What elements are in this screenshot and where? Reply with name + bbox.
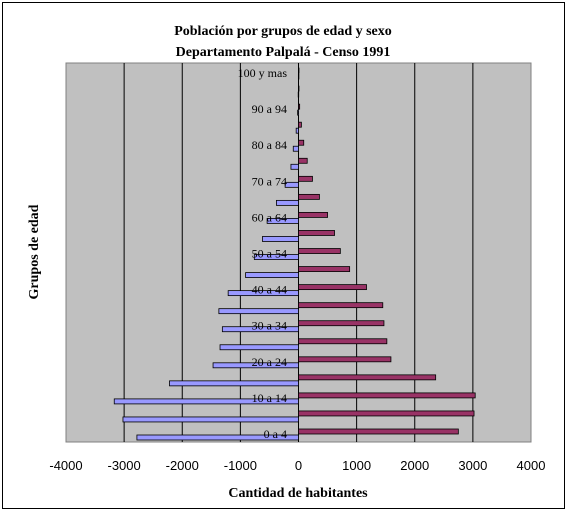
bar-right-8 [298,284,367,291]
bar-left-17 [295,127,299,134]
bar-left-1 [122,416,299,423]
bar-left-19 [297,91,300,98]
bar-right-19 [298,85,300,92]
x-tick-label: 2000 [400,458,429,473]
bar-right-18 [298,103,301,110]
bar-left-16 [292,145,299,152]
x-axis-label: Cantidad de habitantes [228,486,368,501]
category-labels: 0 a 4 10 a 14 20 a 24 30 a 34 40 a 44 50 a 54… [238,66,288,441]
bars [113,67,476,441]
x-tick-label: -2000 [166,458,199,473]
category-label: 70 a 74 [252,174,287,188]
bar-right-17 [298,121,302,128]
x-tick-labels: -4000 -3000 -2000 -1000 0 1000 2000 3000 4000 [49,458,545,473]
x-tick-label: 4000 [517,458,546,473]
bar-right-4 [298,356,392,363]
x-tick-label: 3000 [458,458,487,473]
bar-left-3 [169,380,299,387]
bar-right-5 [298,338,388,345]
bar-left-6 [221,326,299,333]
bar-right-3 [298,374,437,381]
bar-left-7 [218,308,299,315]
bar-right-13 [298,193,320,200]
bar-left-18 [297,109,299,116]
bar-right-0 [298,428,459,435]
x-tick-label: -1000 [224,458,257,473]
bar-left-15 [290,163,299,170]
category-label: 80 a 84 [252,138,287,152]
bar-right-16 [298,139,305,146]
bar-left-9 [245,272,299,278]
bar-left-20 [297,73,300,80]
bar-left-8 [227,290,299,297]
bar-right-10 [298,248,341,254]
category-label: 20 a 24 [252,355,287,369]
chart-subtitle: Departamento Palpalá - Censo 1991 [176,45,391,60]
bar-left-14 [284,181,299,188]
x-tick-label: -4000 [49,458,82,473]
bar-left-13 [276,199,299,206]
category-label: 0 a 4 [264,427,287,441]
bar-right-15 [298,157,308,164]
x-tick-label: 0 [295,458,302,473]
x-tick-label: -3000 [108,458,141,473]
category-label: 50 a 54 [252,247,287,261]
bar-right-12 [298,212,328,218]
category-label: 60 a 64 [252,210,287,224]
category-label: 30 a 34 [252,319,287,333]
bar-left-10 [253,254,299,260]
bar-right-2 [298,392,476,399]
bar-left-2 [113,398,299,405]
category-label: 40 a 44 [252,283,287,297]
bar-right-11 [298,230,335,236]
bar-right-9 [298,266,351,272]
bar-left-4 [212,362,299,369]
bar-right-14 [298,175,313,182]
bar-left-0 [136,434,299,441]
bar-right-7 [298,302,384,309]
category-label: 10 a 14 [252,391,287,405]
bar-right-20 [298,67,300,74]
bar-left-5 [219,344,299,351]
y-axis-label: Grupos de edad [27,204,42,299]
bar-left-12 [266,218,299,224]
category-label: 100 y mas [238,66,288,80]
bar-right-1 [298,410,475,417]
bar-left-11 [262,236,299,242]
category-label: 90 a 94 [252,102,287,116]
x-tick-label: 1000 [342,458,371,473]
bar-right-6 [298,320,385,327]
chart-title: Población por grupos de edad y sexo [174,24,392,39]
